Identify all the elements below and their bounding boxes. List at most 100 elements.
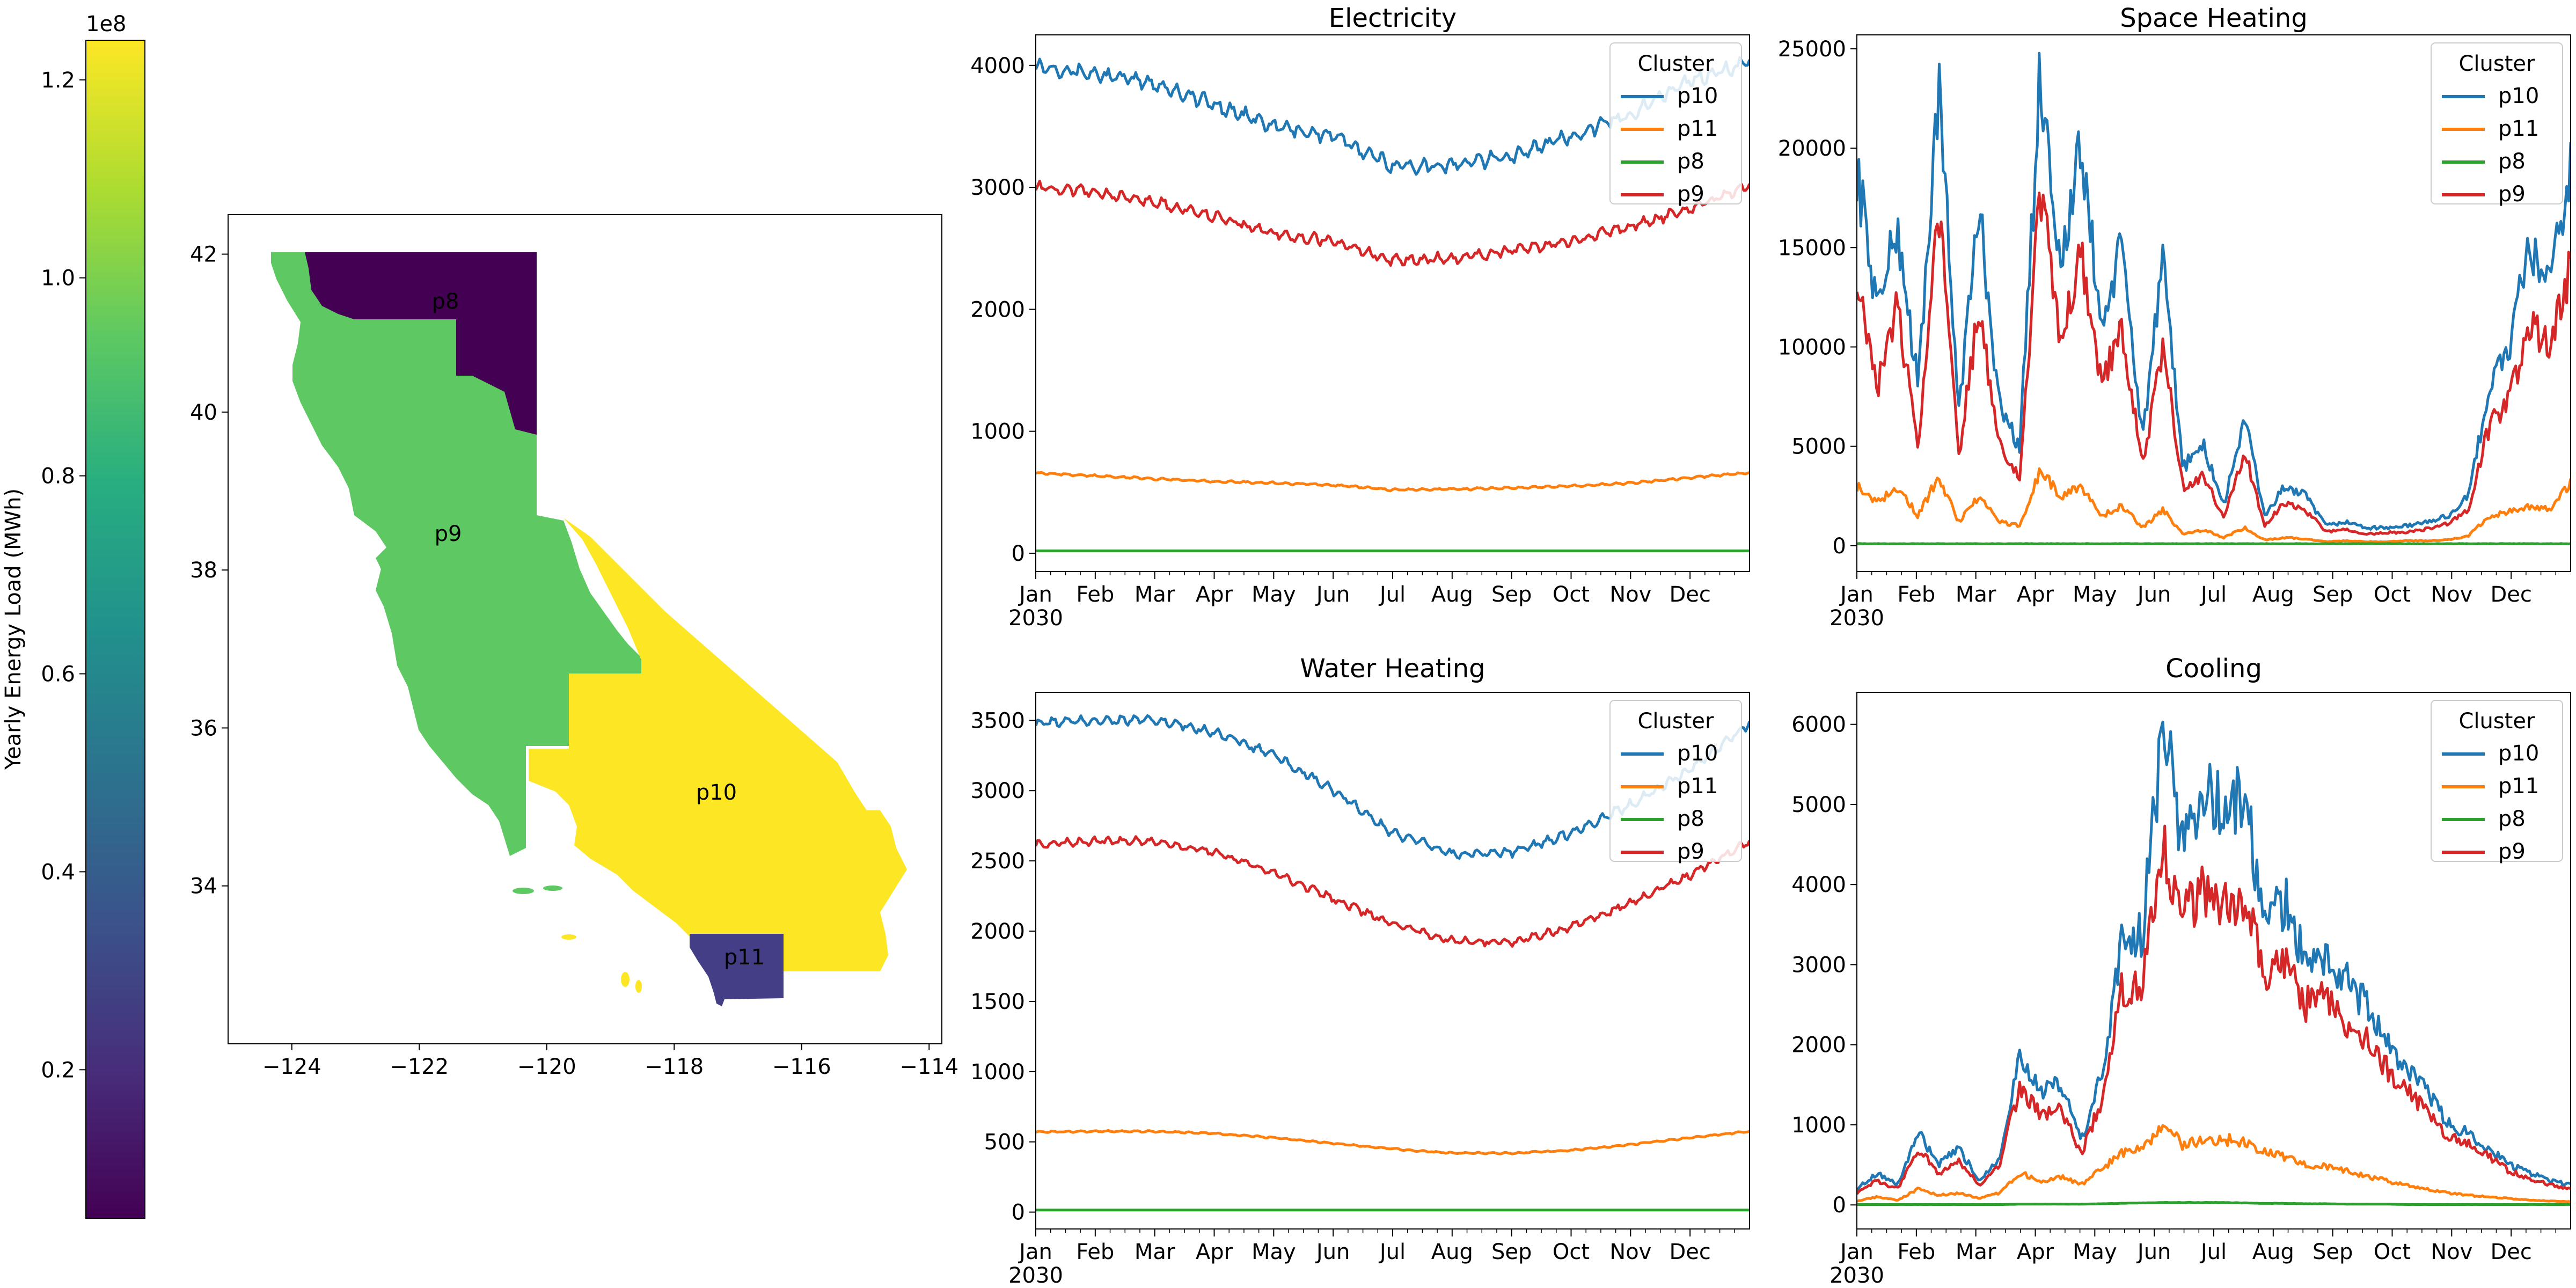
x-tick-label: Sep	[1491, 1240, 1532, 1264]
x-tick-label: May	[2073, 1240, 2117, 1264]
series-line-p11	[1036, 1129, 1750, 1155]
legend-title: Cluster	[2459, 52, 2536, 76]
x-tick-label: Jan	[1839, 582, 1874, 607]
colorbar-tick-label: 0.4	[41, 860, 75, 884]
y-tick-label: 2500	[970, 849, 1025, 874]
x-tick-label: Apr	[1196, 1240, 1233, 1264]
legend-label-p8: p8	[1677, 149, 1704, 174]
map-x-tick-label: −122	[390, 1055, 449, 1079]
x-tick-label: Dec	[2490, 582, 2531, 607]
x-tick-label: Jun	[2136, 1240, 2171, 1264]
x-year-label: 2030	[1829, 1263, 1884, 1288]
y-tick-label: 3500	[970, 708, 1025, 733]
region-label-p11: p11	[724, 945, 765, 970]
x-tick-label: Nov	[2431, 1240, 2472, 1264]
region-p11	[690, 934, 784, 1006]
x-tick-label: Jan	[1839, 1240, 1874, 1264]
legend: Cluster p10 p11 p8 p9	[2431, 700, 2563, 864]
x-tick-label: May	[1252, 582, 1296, 607]
map-y-tick-label: 42	[190, 243, 217, 267]
map-x-tick-label: −114	[899, 1055, 958, 1079]
legend: Cluster p10 p11 p8 p9	[1609, 700, 1742, 864]
legend-title: Cluster	[1638, 52, 1715, 76]
map-y-tick-label: 38	[190, 558, 217, 583]
legend-label-p10: p10	[1677, 84, 1718, 108]
map-y-tick-label: 40	[190, 400, 217, 425]
region-p9	[271, 252, 641, 856]
axis-ticks: 0 500 1000 1500 2000 2500 3000 3500 Jan Feb Mar Apr…	[970, 708, 1736, 1288]
map-axes-frame	[228, 214, 942, 1044]
series-line-p10	[1857, 52, 2571, 531]
x-year-label: 2030	[1008, 1263, 1063, 1288]
x-tick-label: Feb	[1076, 1240, 1114, 1264]
y-tick-label: 3000	[970, 175, 1025, 200]
axis-ticks: 0 1000 2000 3000 4000 Jan Feb Mar Apr May Jun Jul Au…	[970, 54, 1736, 631]
island	[561, 934, 576, 940]
legend-label-p10: p10	[2498, 84, 2539, 108]
colorbar-ticks: 0.2 0.4 0.6 0.8 1.0 1.2	[41, 68, 86, 1082]
y-tick-label: 0	[1012, 1201, 1025, 1225]
colorbar: 1e8 Yearly Energy Load (MWh) 0.20.40.60.…	[1, 12, 145, 1219]
axis-ticks: 0 1000 2000 3000 4000 5000 6000 Jan Feb Mar Apr May…	[1791, 713, 2557, 1288]
x-tick-label: Mar	[1956, 1240, 1996, 1264]
x-tick-label: Apr	[2017, 582, 2054, 607]
island	[543, 885, 562, 891]
y-tick-label: 25000	[1778, 37, 1846, 62]
map-panel: p8 p9 p10 p11 −124 −122 −120 −118 −116 −114 34…	[190, 214, 958, 1079]
y-tick-label: 3000	[970, 779, 1025, 803]
map-x-tick-label: −124	[262, 1055, 321, 1079]
series-line-p11	[1857, 467, 2571, 544]
y-tick-label: 1000	[970, 420, 1025, 444]
x-tick-label: Nov	[1609, 582, 1651, 607]
x-tick-label: Jun	[1315, 1240, 1350, 1264]
map-y-tick-label: 34	[190, 874, 217, 899]
y-tick-label: 3000	[1791, 953, 1846, 977]
x-tick-label: Nov	[1609, 1240, 1651, 1264]
x-year-label: 2030	[1008, 606, 1063, 631]
x-tick-label: Jul	[1378, 582, 1406, 607]
panel-cooling: Cooling 0 1000 2000 3000 4000 5000 6000 Jan Feb M…	[1791, 654, 2571, 1288]
y-tick-label: 2000	[970, 919, 1025, 944]
x-tick-label: Sep	[1491, 582, 1532, 607]
legend-label-p11: p11	[2498, 116, 2539, 141]
map-x-tick-label: −120	[517, 1055, 576, 1079]
region-p8	[305, 252, 537, 435]
legend: Cluster p10 p11 p8 p9	[2431, 42, 2563, 207]
x-tick-label: Aug	[2252, 1240, 2294, 1264]
legend-label-p8: p8	[1677, 807, 1704, 831]
series-line-p9	[1857, 192, 2571, 536]
x-tick-label: Aug	[1431, 582, 1473, 607]
axis-ticks: 0 5000 10000 15000 20000 25000 Jan Feb Mar Apr May…	[1778, 37, 2557, 631]
legend-label-p8: p8	[2498, 807, 2526, 831]
legend-label-p10: p10	[1677, 741, 1718, 766]
x-tick-label: Mar	[1135, 582, 1175, 607]
colorbar-tick-label: 0.2	[41, 1058, 75, 1082]
x-tick-label: Aug	[2252, 582, 2294, 607]
region-label-p8: p8	[432, 289, 459, 314]
panel-title: Cooling	[2165, 654, 2262, 684]
legend-label-p9: p9	[2498, 839, 2526, 864]
x-tick-label: Sep	[2312, 1240, 2353, 1264]
map-ticks: −124 −122 −120 −118 −116 −114 34 36 38 40 42	[190, 243, 958, 1079]
map-y-tick-label: 36	[190, 716, 217, 741]
panel-title: Space Heating	[2120, 3, 2308, 33]
legend-label-p11: p11	[2498, 774, 2539, 799]
x-tick-label: Feb	[1897, 1240, 1935, 1264]
x-tick-label: Dec	[2490, 1240, 2531, 1264]
x-tick-label: May	[2073, 582, 2117, 607]
y-tick-label: 500	[984, 1130, 1025, 1155]
legend-label-p10: p10	[2498, 741, 2539, 766]
y-tick-label: 6000	[1791, 713, 1846, 737]
y-tick-label: 0	[1012, 541, 1025, 566]
y-tick-label: 4000	[1791, 873, 1846, 897]
x-tick-label: Apr	[2017, 1240, 2054, 1264]
colorbar-tick-label: 1.0	[41, 266, 75, 291]
series-line-p9	[1857, 824, 2571, 1195]
map-x-tick-label: −118	[645, 1055, 704, 1079]
y-tick-label: 20000	[1778, 136, 1846, 161]
x-tick-label: Oct	[1553, 1240, 1590, 1264]
x-tick-label: Jul	[2199, 1240, 2227, 1264]
colorbar-label: Yearly Energy Load (MWh)	[1, 488, 26, 770]
y-tick-label: 4000	[970, 54, 1025, 78]
